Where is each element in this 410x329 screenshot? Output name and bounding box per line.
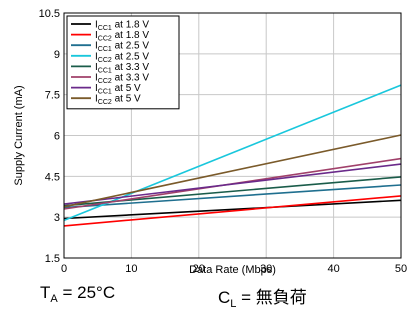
legend-label: ICC1 at 3.3 V xyxy=(95,62,149,75)
x-tick-label: 20 xyxy=(193,263,205,275)
x-tick-label: 50 xyxy=(395,263,407,275)
y-axis-label: Supply Current (mA) xyxy=(13,85,25,185)
ambient-temperature-note: TA = 25°C xyxy=(40,283,116,305)
y-tick-label: 3 xyxy=(54,212,60,224)
y-tick-label: 7.5 xyxy=(45,90,60,102)
series-line xyxy=(63,199,402,220)
x-tick-label: 10 xyxy=(125,263,137,275)
x-tick-label: 40 xyxy=(327,263,339,275)
legend-label: ICC1 at 1.8 V xyxy=(95,20,149,33)
series-line xyxy=(63,184,402,209)
x-tick-label: 30 xyxy=(260,263,272,275)
legend-label: ICC1 at 5 V xyxy=(95,83,141,96)
y-tick-label: 10.5 xyxy=(39,8,60,20)
y-tick-label: 4.5 xyxy=(45,171,60,183)
x-tick-label: 0 xyxy=(61,263,67,275)
legend-label: ICC2 at 1.8 V xyxy=(95,30,149,43)
y-tick-label: 9 xyxy=(54,49,60,61)
legend-label: ICC2 at 3.3 V xyxy=(95,73,149,86)
y-tick-label: 6 xyxy=(54,131,60,143)
legend-label: ICC2 at 2.5 V xyxy=(95,51,149,64)
series-line xyxy=(63,195,402,227)
load-capacitance-note: CL = 無負荷 xyxy=(218,288,307,310)
supply-current-chart: 0 10 20 30 40 50 1.5 3 4.5 6 7.5 9 10.5 Data Rate (Mb… xyxy=(13,8,407,276)
series-line xyxy=(63,163,402,205)
plot-area xyxy=(63,12,402,259)
legend-label: ICC1 at 2.5 V xyxy=(95,41,149,54)
series-line xyxy=(63,134,402,208)
x-axis-label: Data Rate (Mbps) xyxy=(189,264,276,276)
legend-label: ICC2 at 5 V xyxy=(95,94,141,107)
legend-box xyxy=(66,15,180,110)
y-tick-label: 1.5 xyxy=(45,253,60,265)
